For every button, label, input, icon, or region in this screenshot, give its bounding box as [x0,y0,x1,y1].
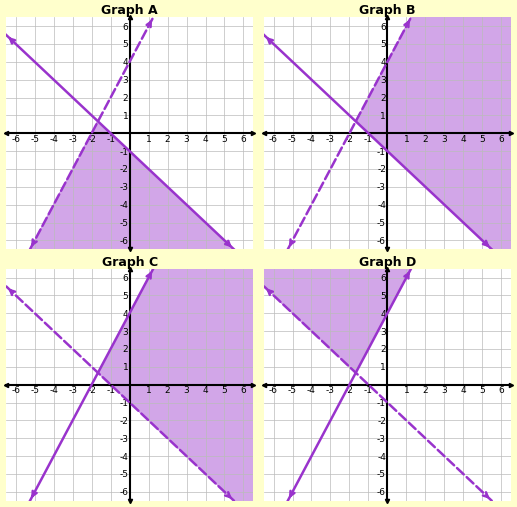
Title: Graph B: Graph B [359,4,416,17]
Title: Graph C: Graph C [101,256,158,269]
Title: Graph D: Graph D [359,256,416,269]
Title: Graph A: Graph A [101,4,158,17]
